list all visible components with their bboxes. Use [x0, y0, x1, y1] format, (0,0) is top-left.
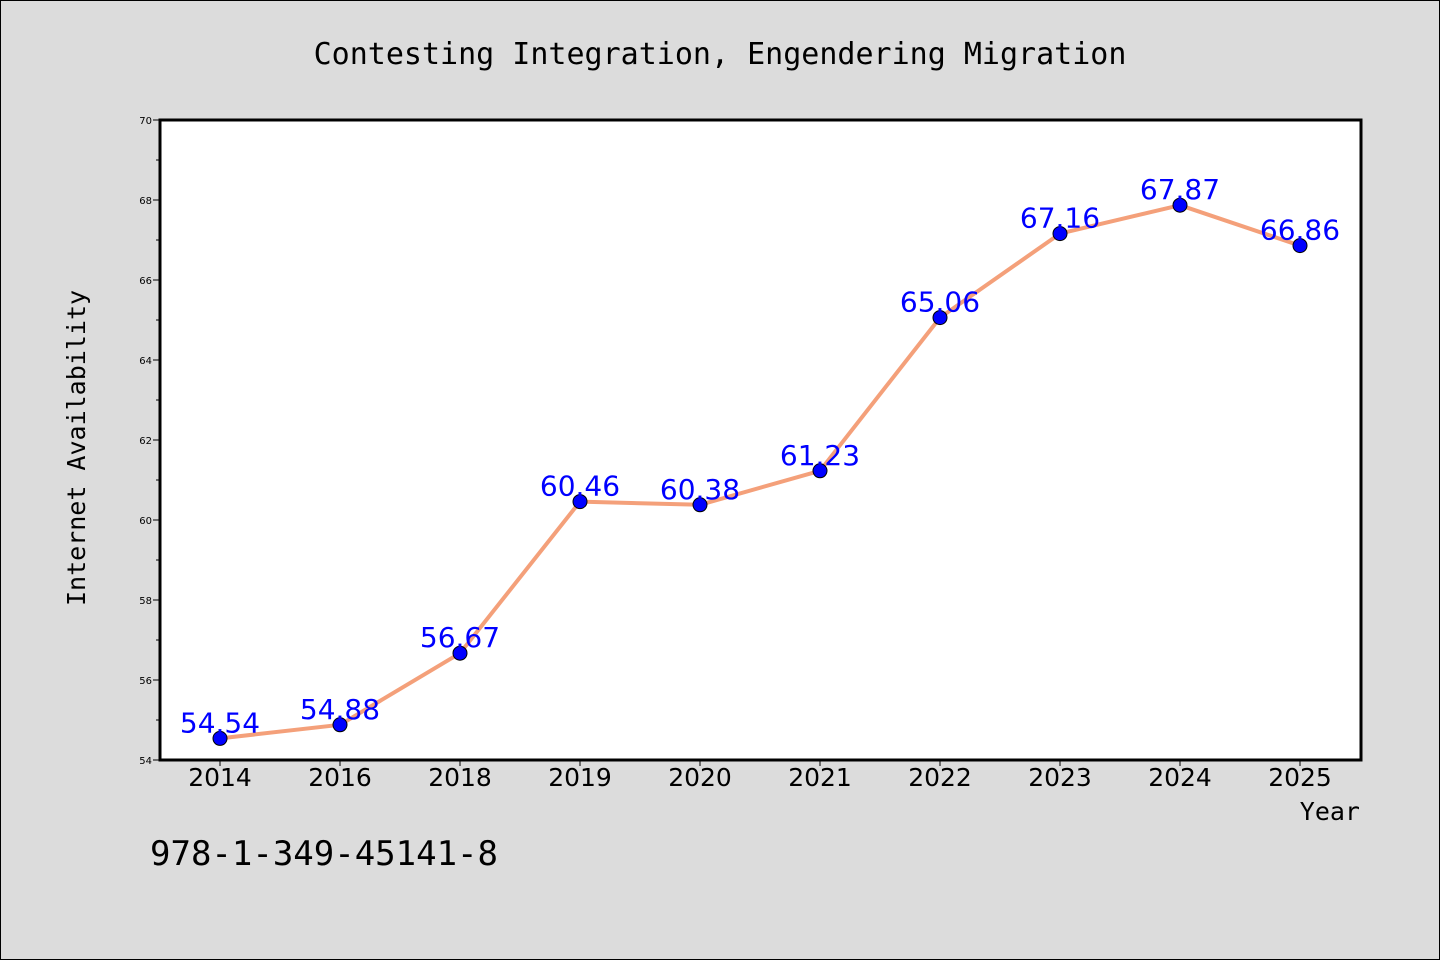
x-tick-label: 2024	[1148, 763, 1212, 792]
x-axis-ticks: 2014 2016 2018 2019 2020 2021 2022 2023 2024 2025	[188, 760, 1332, 792]
y-tick-label: 66	[139, 276, 152, 287]
x-axis-label: Year	[1300, 797, 1360, 826]
chart-title: Contesting Integration, Engendering Migr…	[314, 37, 1127, 72]
y-tick-label: 58	[139, 596, 152, 607]
x-tick-label: 2021	[788, 763, 852, 792]
y-tick-label: 60	[139, 516, 152, 527]
data-label: 67.16	[1020, 202, 1100, 235]
data-point	[212, 730, 228, 746]
data-point	[1292, 238, 1308, 254]
data-label: 65.06	[900, 286, 980, 319]
y-tick-label: 62	[139, 436, 152, 447]
data-point	[692, 497, 708, 513]
data-label: 66.86	[1260, 214, 1340, 247]
x-tick-label: 2020	[668, 763, 732, 792]
x-tick-label: 2019	[548, 763, 612, 792]
data-point	[332, 717, 348, 733]
x-tick-label: 2025	[1268, 763, 1332, 792]
data-label: 54.54	[180, 706, 260, 739]
y-tick-label: 64	[139, 356, 152, 367]
plot-area	[158, 118, 1363, 762]
data-label: 67.87	[1140, 173, 1220, 206]
series-line	[218, 203, 1302, 741]
data-point	[1052, 226, 1068, 242]
y-tick-label: 56	[139, 676, 152, 687]
data-point	[1172, 197, 1188, 213]
x-tick-label: 2018	[428, 763, 492, 792]
data-point	[812, 463, 828, 479]
data-point	[572, 494, 588, 510]
y-tick-label: 68	[139, 196, 152, 207]
y-tick-label: 70	[139, 116, 152, 127]
x-tick-label: 2023	[1028, 763, 1092, 792]
data-label: 60.38	[660, 473, 740, 506]
data-point	[452, 645, 468, 661]
data-label: 60.46	[540, 470, 620, 503]
footnote-isbn: 978-1-349-45141-8	[150, 834, 498, 874]
x-tick-label: 2022	[908, 763, 972, 792]
series-layer: 54.54 54.88 56.67 60.46 60.38 61.23 65.06 67.16…	[180, 173, 1340, 746]
data-label: 54.88	[300, 693, 380, 726]
data-point	[932, 310, 948, 326]
y-tick-label: 54	[139, 756, 152, 767]
data-label: 61.23	[780, 439, 860, 472]
data-label: 56.67	[420, 621, 500, 654]
y-axis-ticks: 54 56 58 60 62 64 66 68 70	[139, 116, 160, 767]
y-axis-label: Internet Availability	[62, 290, 91, 606]
x-tick-label: 2014	[188, 763, 252, 792]
x-tick-label: 2016	[308, 763, 372, 792]
